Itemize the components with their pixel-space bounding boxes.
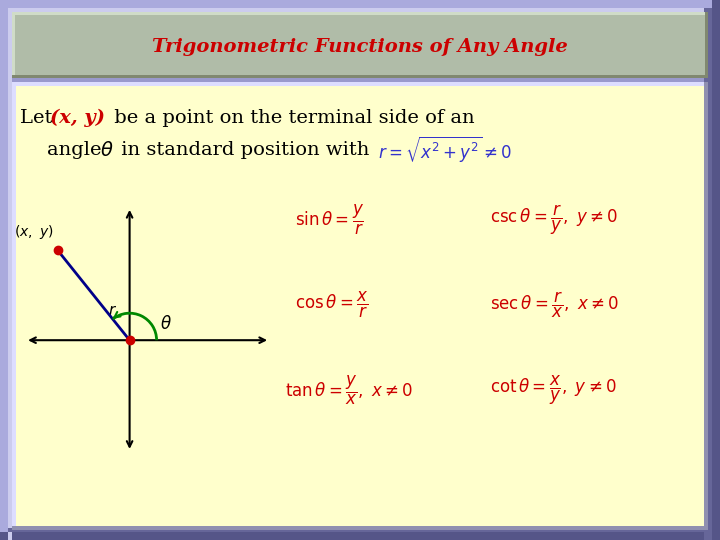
Text: $\theta$: $\theta$ (160, 315, 172, 333)
Bar (12, 12, 708, 15)
Text: $\cot\theta=\dfrac{x}{y},\ y\neq 0$: $\cot\theta=\dfrac{x}{y},\ y\neq 0$ (490, 373, 616, 407)
Bar (8, 528, 712, 532)
Text: angle: angle (47, 141, 108, 159)
Bar (12, 82, 708, 86)
Text: Trigonometric Functions of Any Angle: Trigonometric Functions of Any Angle (152, 38, 568, 56)
Bar (12, 82, 16, 530)
Bar (712, 0, 720, 540)
Bar (8, 8, 12, 540)
Bar (705, 12, 708, 78)
Text: $r$: $r$ (108, 303, 117, 318)
Bar (0, 0, 720, 8)
Text: $\csc\theta=\dfrac{r}{y},\ y\neq 0$: $\csc\theta=\dfrac{r}{y},\ y\neq 0$ (490, 203, 618, 237)
Text: be a point on the terminal side of an: be a point on the terminal side of an (108, 109, 474, 127)
Text: $\theta$: $\theta$ (100, 140, 114, 159)
Bar (12, 75, 708, 78)
Bar (12, 12, 708, 78)
Bar (704, 8, 712, 540)
Bar (704, 82, 708, 530)
Text: (x, y): (x, y) (50, 109, 105, 127)
Text: $\tan\theta=\dfrac{y}{x},\ x\neq 0$: $\tan\theta=\dfrac{y}{x},\ x\neq 0$ (285, 373, 413, 407)
Text: $r=\sqrt{x^2+y^2}\neq 0$: $r=\sqrt{x^2+y^2}\neq 0$ (378, 135, 512, 165)
Bar (12, 82, 708, 530)
Bar (0, 532, 720, 540)
Text: $\sec\theta=\dfrac{r}{x},\ x\neq 0$: $\sec\theta=\dfrac{r}{x},\ x\neq 0$ (490, 290, 619, 320)
Bar (8, 8, 712, 12)
Text: in standard position with: in standard position with (115, 141, 369, 159)
Text: Let: Let (20, 109, 58, 127)
Bar (12, 526, 708, 530)
Text: $(x,\ y)$: $(x,\ y)$ (14, 223, 54, 241)
Text: $\cos\theta=\dfrac{x}{r}$: $\cos\theta=\dfrac{x}{r}$ (295, 290, 368, 320)
Bar (12, 12, 15, 78)
Bar (0, 0, 8, 540)
Text: $\sin\theta=\dfrac{y}{r}$: $\sin\theta=\dfrac{y}{r}$ (295, 203, 364, 237)
